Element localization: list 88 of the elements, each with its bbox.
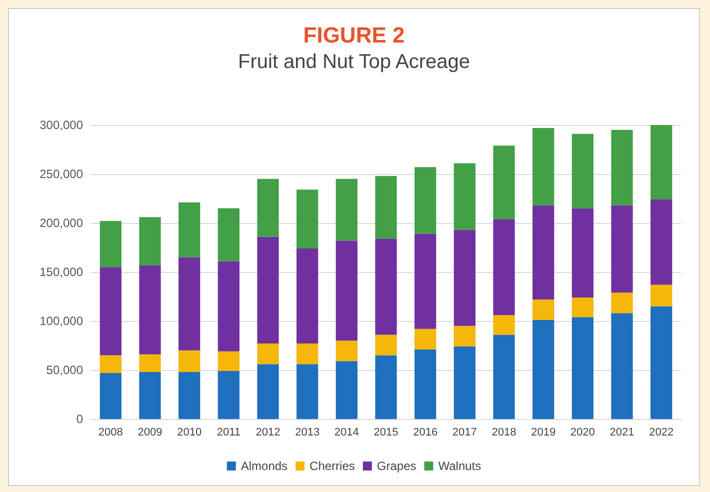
bar: [296, 344, 318, 364]
x-tick-label: 2008: [98, 426, 123, 438]
chart-title: FIGURE 2: [303, 22, 405, 48]
x-tick-label: 2009: [138, 426, 162, 438]
bar: [454, 346, 476, 419]
bar: [650, 199, 672, 285]
bar: [178, 202, 200, 258]
x-tick-label: 2010: [177, 426, 202, 438]
x-tick-label: 2017: [452, 426, 477, 438]
bar: [336, 361, 358, 419]
bar: [572, 317, 594, 419]
y-tick-label: 300,000: [40, 118, 84, 132]
bar: [493, 219, 515, 316]
legend-label: Grapes: [376, 459, 416, 473]
bar: [493, 146, 515, 220]
bar: [178, 350, 200, 372]
bar: [257, 364, 279, 419]
x-tick-label: 2021: [610, 426, 634, 438]
x-tick-label: 2022: [649, 426, 674, 438]
bar: [375, 334, 397, 356]
bar: [532, 205, 554, 300]
legend-label: Cherries: [310, 459, 355, 473]
y-tick-label: 150,000: [40, 265, 84, 279]
bar: [493, 334, 515, 419]
x-tick-label: 2011: [216, 426, 240, 438]
bar: [100, 372, 122, 419]
bar: [100, 221, 122, 268]
bar: [296, 248, 318, 344]
x-tick-label: 2012: [256, 426, 280, 438]
bar: [611, 205, 633, 293]
bar: [375, 176, 397, 239]
x-tick-label: 2018: [492, 426, 516, 438]
x-tick-label: 2020: [570, 426, 595, 438]
x-tick-label: 2016: [413, 426, 438, 438]
bar: [375, 355, 397, 419]
y-tick-label: 0: [76, 412, 84, 426]
bar: [218, 370, 240, 419]
bar: [257, 344, 279, 364]
bar: [139, 354, 161, 372]
bar: [100, 267, 122, 356]
bar: [414, 234, 436, 329]
bar: [611, 292, 633, 314]
bar: [414, 167, 436, 234]
x-tick-label: 2014: [334, 426, 359, 438]
bar: [650, 284, 672, 306]
bar: [454, 326, 476, 346]
x-tick-label: 2013: [295, 426, 320, 438]
bar: [572, 134, 594, 208]
bar: [218, 261, 240, 352]
bar: [572, 297, 594, 318]
bar: [218, 208, 240, 262]
bar: [336, 340, 358, 362]
bar: [100, 355, 122, 373]
bar: [257, 236, 279, 344]
bar: [650, 125, 672, 200]
bar: [414, 328, 436, 350]
bar: [532, 320, 554, 419]
bar: [139, 372, 161, 419]
bar: [572, 208, 594, 298]
bar: [336, 240, 358, 341]
bar: [178, 372, 200, 419]
bar: [493, 315, 515, 335]
legend-label: Walnuts: [438, 459, 482, 473]
y-tick-label: 100,000: [40, 314, 84, 328]
bar: [650, 306, 672, 419]
bar: [454, 230, 476, 326]
bar: [532, 299, 554, 320]
bar: [414, 349, 436, 419]
y-tick-label: 50,000: [46, 363, 84, 377]
chart-subtitle: Fruit and Nut Top Acreage: [238, 51, 470, 73]
bar: [375, 238, 397, 335]
bar: [139, 265, 161, 354]
bar: [178, 257, 200, 350]
bar: [336, 178, 358, 241]
bar: [532, 128, 554, 206]
bar: [257, 178, 279, 237]
bar: [218, 351, 240, 371]
x-tick-label: 2019: [531, 426, 556, 438]
y-tick-label: 250,000: [40, 167, 84, 181]
bar: [139, 217, 161, 266]
bar: [296, 190, 318, 248]
y-tick-label: 200,000: [40, 216, 84, 230]
bar: [611, 130, 633, 206]
x-tick-label: 2015: [374, 426, 398, 438]
bar: [454, 163, 476, 230]
bar: [611, 313, 633, 419]
legend-label: Almonds: [240, 459, 288, 473]
bar: [296, 364, 318, 419]
